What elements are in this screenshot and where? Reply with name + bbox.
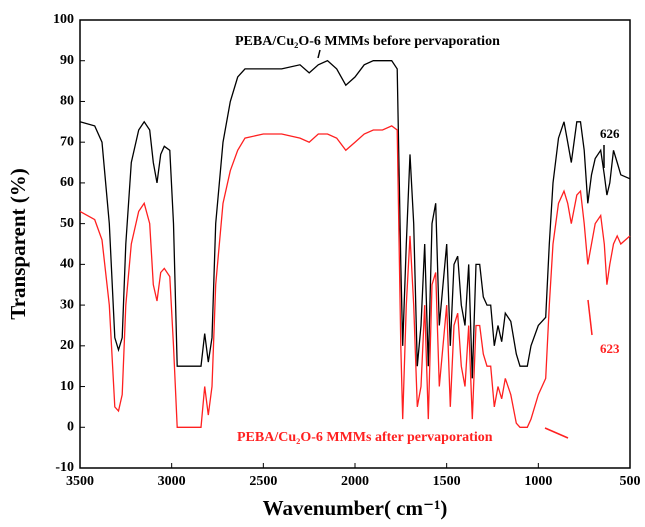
y-axis-label: Transparent (%) (6, 168, 30, 319)
y-tick-label: 60 (60, 175, 74, 190)
x-tick-label: 1500 (433, 474, 461, 489)
series-label: PEBA/Cu₂O-6 MMMs before pervaporation (235, 34, 500, 49)
annotation-arrow (317, 49, 321, 59)
y-tick-label: 80 (60, 94, 74, 109)
peak-label: 623 (600, 341, 620, 356)
y-tick-label: 100 (53, 12, 74, 27)
spectrum-line (79, 59, 631, 379)
y-tick-label: 10 (60, 379, 74, 394)
x-tick-label: 500 (620, 474, 641, 489)
peak-label: 626 (600, 126, 620, 141)
y-tick-label: -10 (55, 460, 74, 475)
annotation-arrow (587, 299, 593, 336)
x-tick-label: 3500 (66, 474, 94, 489)
x-tick-label: 3000 (158, 474, 186, 489)
x-tick-label: 2000 (341, 474, 369, 489)
y-tick-label: 70 (60, 134, 74, 149)
x-tick-label: 2500 (249, 474, 277, 489)
y-tick-label: 40 (60, 257, 74, 272)
spectrum-line (79, 125, 631, 428)
y-tick-label: 90 (60, 53, 74, 68)
series-label: PEBA/Cu₂O-6 MMMs after pervaporation (237, 430, 493, 445)
y-tick-label: 20 (60, 338, 74, 353)
plot-frame (79, 19, 631, 469)
y-tick-label: 30 (60, 297, 74, 312)
x-axis-label: Wavenumber( cm⁻¹) (263, 496, 448, 520)
annotation-arrow (544, 427, 569, 439)
y-tick-label: 50 (60, 216, 74, 231)
x-tick-label: 1000 (524, 474, 552, 489)
y-tick-label: 0 (67, 419, 74, 434)
